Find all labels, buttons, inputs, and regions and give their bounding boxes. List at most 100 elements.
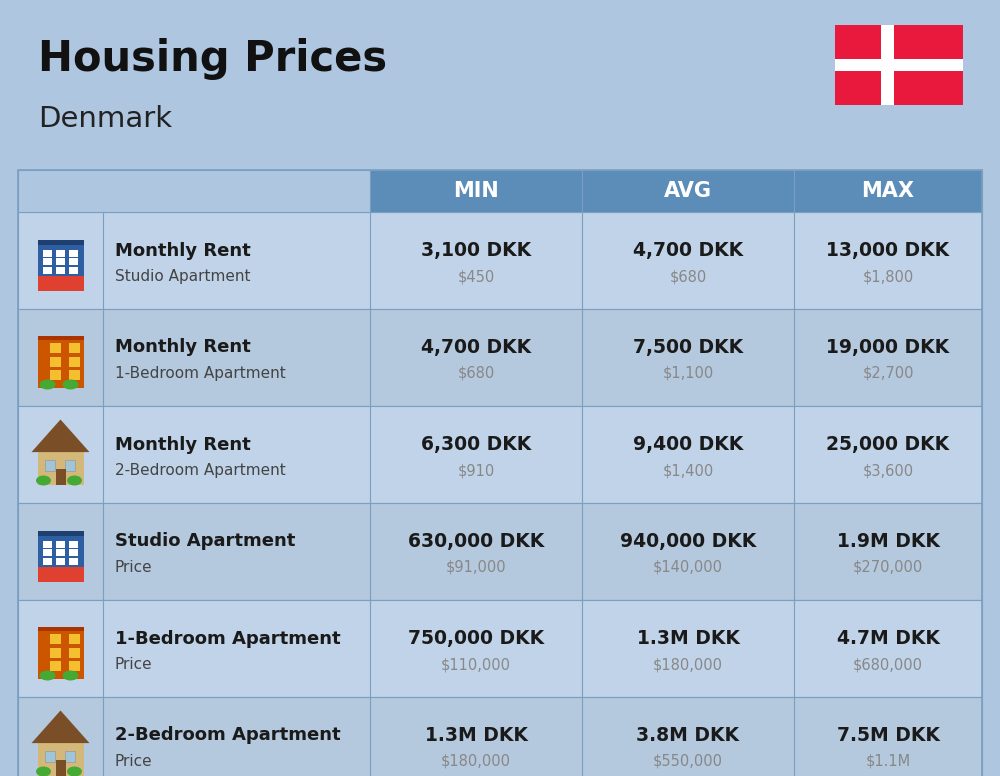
Bar xyxy=(56,760,66,775)
Bar xyxy=(38,567,84,581)
Bar xyxy=(68,634,80,644)
Ellipse shape xyxy=(40,379,56,390)
Text: Price: Price xyxy=(115,560,153,575)
Text: 3,100 DKK: 3,100 DKK xyxy=(421,241,531,260)
Bar xyxy=(43,258,52,265)
Bar xyxy=(56,258,65,265)
Text: 1.9M DKK: 1.9M DKK xyxy=(837,532,939,551)
Ellipse shape xyxy=(62,379,78,390)
Bar xyxy=(18,503,982,600)
Bar xyxy=(69,250,78,257)
Bar xyxy=(50,661,60,671)
Text: 4.7M DKK: 4.7M DKK xyxy=(837,629,939,648)
Bar xyxy=(38,629,84,678)
Bar xyxy=(38,743,84,775)
Text: 4,700 DKK: 4,700 DKK xyxy=(633,241,743,260)
Text: $680: $680 xyxy=(457,366,495,381)
Bar xyxy=(44,750,54,761)
Bar xyxy=(18,212,982,309)
Bar xyxy=(69,267,78,274)
Bar xyxy=(794,170,982,212)
Text: $1,400: $1,400 xyxy=(662,463,714,478)
Text: Denmark: Denmark xyxy=(38,105,172,133)
Text: $910: $910 xyxy=(457,463,495,478)
Bar xyxy=(50,647,60,657)
Text: 9,400 DKK: 9,400 DKK xyxy=(633,435,743,454)
Bar xyxy=(18,309,982,406)
Text: Price: Price xyxy=(115,657,153,672)
Text: Monthly Rent: Monthly Rent xyxy=(115,241,251,259)
Bar xyxy=(56,558,65,565)
Text: Housing Prices: Housing Prices xyxy=(38,38,387,80)
Bar xyxy=(38,244,84,290)
Text: $2,700: $2,700 xyxy=(862,366,914,381)
Bar xyxy=(582,170,794,212)
Text: MAX: MAX xyxy=(862,181,914,201)
Ellipse shape xyxy=(62,670,78,681)
Text: $270,000: $270,000 xyxy=(853,560,923,575)
Text: 3.8M DKK: 3.8M DKK xyxy=(637,726,740,745)
Text: MIN: MIN xyxy=(453,181,499,201)
Text: 2-Bedroom Apartment: 2-Bedroom Apartment xyxy=(115,726,341,744)
Bar xyxy=(56,469,66,484)
Text: AVG: AVG xyxy=(664,181,712,201)
Text: $680,000: $680,000 xyxy=(853,657,923,672)
Bar xyxy=(38,452,84,484)
Text: $110,000: $110,000 xyxy=(441,657,511,672)
Text: 7.5M DKK: 7.5M DKK xyxy=(837,726,939,745)
Text: Monthly Rent: Monthly Rent xyxy=(115,338,251,356)
Bar xyxy=(43,549,52,556)
Bar xyxy=(38,627,84,630)
Text: $180,000: $180,000 xyxy=(441,754,511,769)
Text: 1-Bedroom Apartment: 1-Bedroom Apartment xyxy=(115,366,286,381)
Bar xyxy=(835,25,963,105)
Bar xyxy=(18,170,982,776)
Bar xyxy=(38,531,84,536)
Bar xyxy=(38,338,84,387)
Text: Monthly Rent: Monthly Rent xyxy=(115,435,251,453)
Bar xyxy=(50,356,60,366)
Text: 4,700 DKK: 4,700 DKK xyxy=(421,338,531,357)
Bar xyxy=(370,170,582,212)
Bar xyxy=(64,459,74,470)
Text: $450: $450 xyxy=(457,269,495,284)
Text: $140,000: $140,000 xyxy=(653,560,723,575)
Text: $1,800: $1,800 xyxy=(862,269,914,284)
Text: 630,000 DKK: 630,000 DKK xyxy=(408,532,544,551)
Bar xyxy=(43,250,52,257)
Bar xyxy=(835,59,963,71)
Bar xyxy=(69,541,78,548)
Bar xyxy=(56,250,65,257)
Text: 940,000 DKK: 940,000 DKK xyxy=(620,532,756,551)
Text: $180,000: $180,000 xyxy=(653,657,723,672)
Bar xyxy=(56,549,65,556)
Polygon shape xyxy=(32,420,90,452)
Bar xyxy=(68,370,80,380)
Bar xyxy=(68,661,80,671)
Bar xyxy=(50,343,60,353)
Bar xyxy=(38,240,84,245)
Bar xyxy=(44,459,54,470)
Text: 6,300 DKK: 6,300 DKK xyxy=(421,435,531,454)
Bar xyxy=(69,558,78,565)
Text: 25,000 DKK: 25,000 DKK xyxy=(826,435,950,454)
Bar xyxy=(38,336,84,340)
Text: 13,000 DKK: 13,000 DKK xyxy=(826,241,950,260)
Bar xyxy=(56,267,65,274)
Polygon shape xyxy=(32,711,90,743)
Bar xyxy=(69,258,78,265)
Ellipse shape xyxy=(67,767,82,776)
Text: Studio Apartment: Studio Apartment xyxy=(115,532,295,550)
Bar xyxy=(68,647,80,657)
Text: $1,100: $1,100 xyxy=(662,366,714,381)
Text: 19,000 DKK: 19,000 DKK xyxy=(826,338,950,357)
Bar xyxy=(56,541,65,548)
Bar xyxy=(38,535,84,581)
Text: 1.3M DKK: 1.3M DKK xyxy=(637,629,739,648)
Text: $91,000: $91,000 xyxy=(446,560,506,575)
Text: 750,000 DKK: 750,000 DKK xyxy=(408,629,544,648)
Bar xyxy=(43,541,52,548)
Bar xyxy=(64,750,74,761)
Text: 1.3M DKK: 1.3M DKK xyxy=(425,726,527,745)
Ellipse shape xyxy=(36,767,51,776)
